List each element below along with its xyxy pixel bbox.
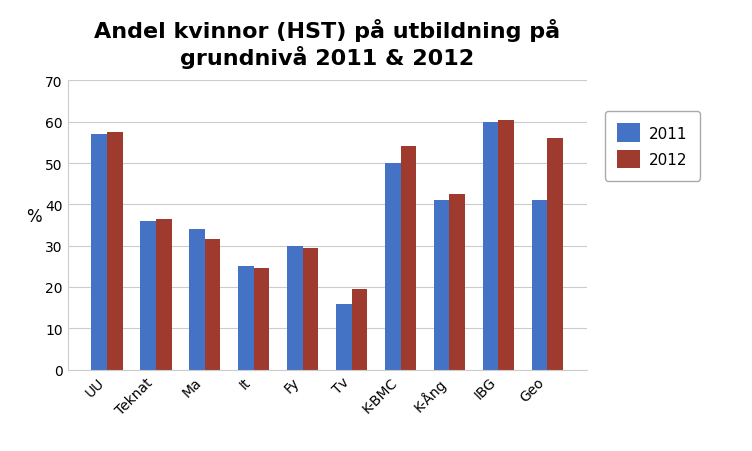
Bar <box>253 269 269 370</box>
Bar <box>107 133 123 370</box>
Bar <box>434 201 450 370</box>
Bar <box>532 201 547 370</box>
Bar <box>499 120 514 370</box>
Bar <box>156 219 171 370</box>
Bar <box>238 267 253 370</box>
Bar <box>205 240 220 370</box>
Legend: 2011, 2012: 2011, 2012 <box>605 112 699 181</box>
Y-axis label: %: % <box>26 207 42 226</box>
Title: Andel kvinnor (HST) på utbildning på
grundnivå 2011 & 2012: Andel kvinnor (HST) på utbildning på gru… <box>94 19 560 69</box>
Bar <box>483 122 499 370</box>
Bar <box>336 304 352 370</box>
Bar <box>190 230 205 370</box>
Bar <box>91 135 107 370</box>
Bar <box>450 194 465 370</box>
Bar <box>547 139 563 370</box>
Bar <box>401 147 416 370</box>
Bar <box>352 290 367 370</box>
Bar <box>140 221 156 370</box>
Bar <box>302 248 318 370</box>
Bar <box>385 164 401 370</box>
Bar <box>287 246 302 370</box>
